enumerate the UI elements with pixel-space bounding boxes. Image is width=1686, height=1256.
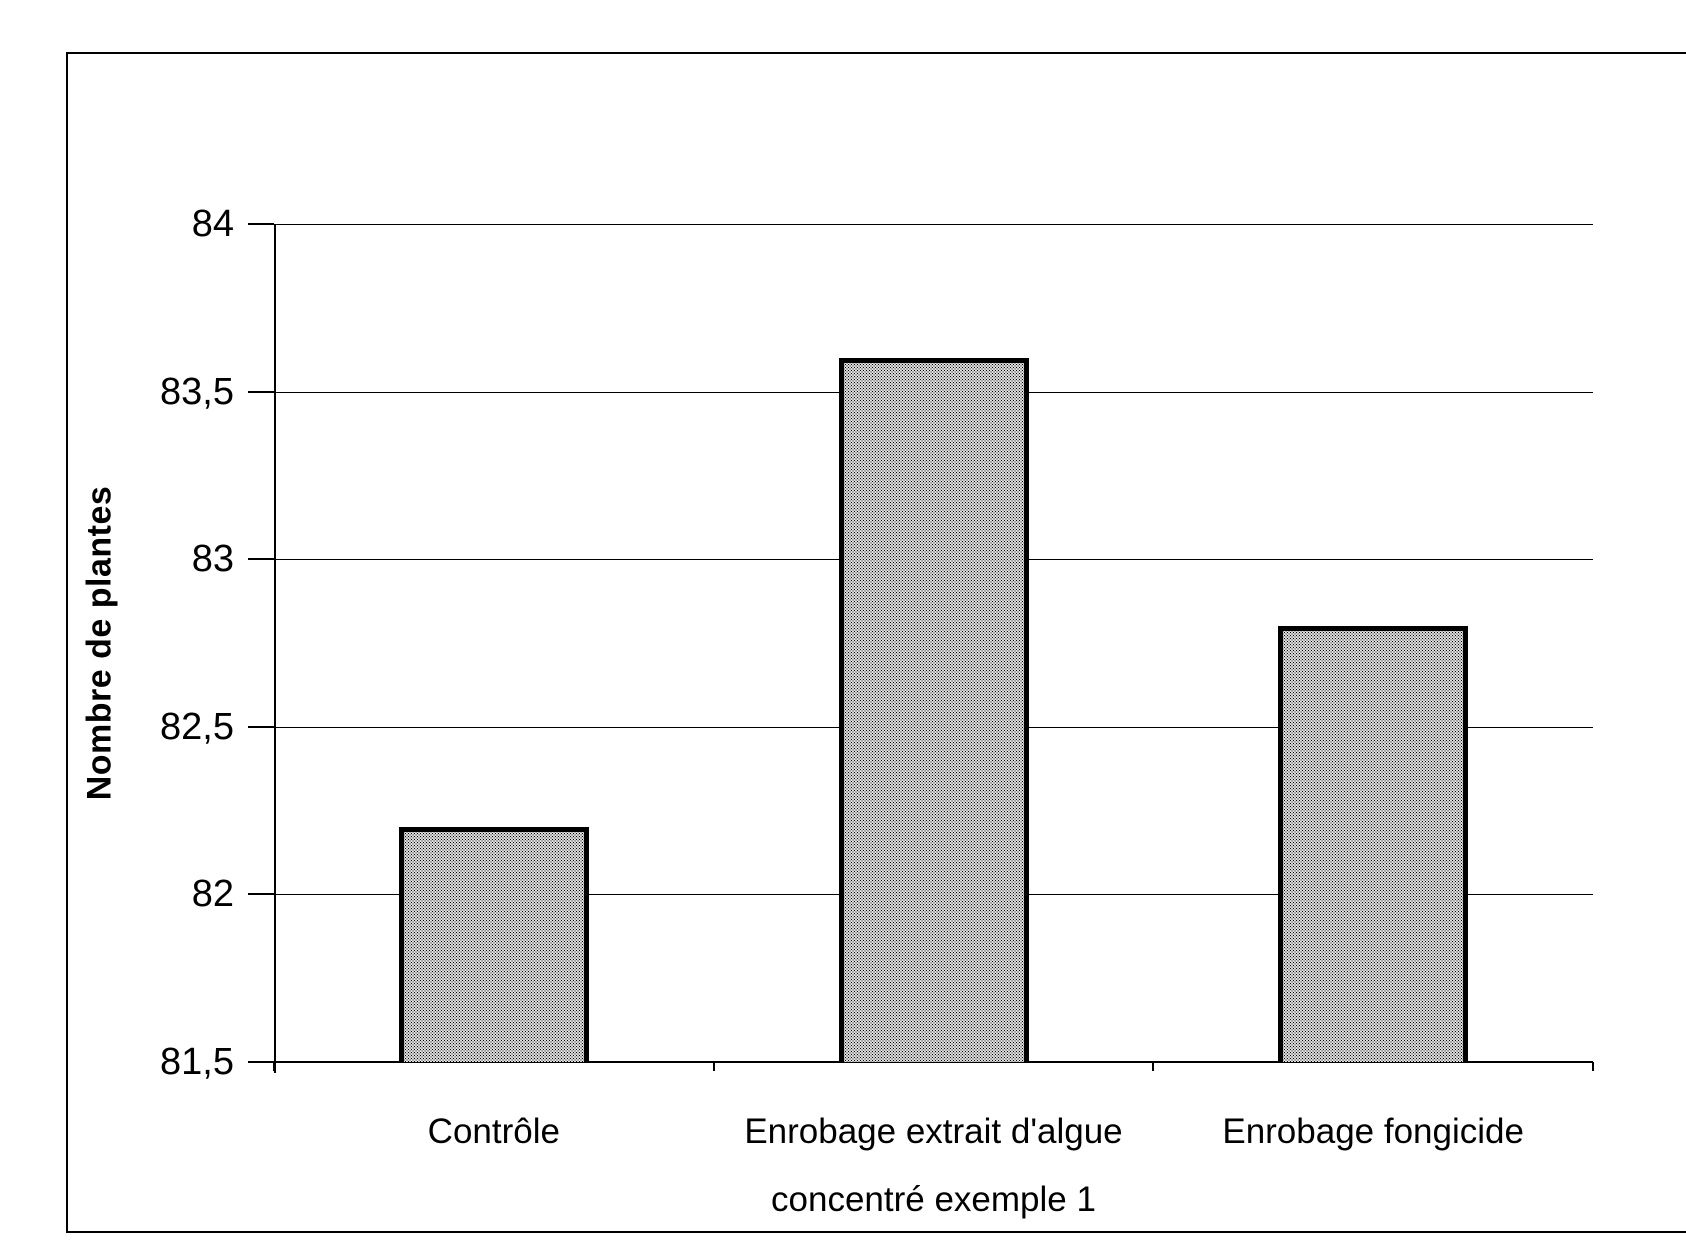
category-label-line: Contrôle: [427, 1112, 560, 1151]
category-label-line: Enrobage fongicide: [1222, 1112, 1524, 1151]
y-axis-tick: [248, 558, 274, 561]
category-label-line: concentré exemple 1: [771, 1180, 1096, 1219]
y-axis-tick-label: 83: [191, 538, 234, 581]
category-label: Contrôle: [274, 1098, 714, 1166]
category-label-line: Enrobage extrait d'algue: [744, 1112, 1123, 1151]
y-axis-tick-label: 81,5: [160, 1041, 234, 1083]
plot-area: 81,5 82 82,5 83 83,5 84: [160, 203, 1594, 1083]
category-label: Enrobage extrait d'algue concentré exempl…: [714, 1098, 1154, 1234]
bar-2: [838, 358, 1029, 1062]
gridline: [274, 224, 1593, 225]
x-axis-labels: Contrôle Enrobage extrait d'algue concentr…: [274, 1098, 1593, 1248]
y-axis-tick-label: 82,5: [160, 705, 234, 748]
y-axis-tick-label: 84: [191, 203, 234, 245]
y-axis-line: [274, 224, 276, 1073]
x-axis-tick: [712, 1062, 715, 1071]
y-axis-tick: [248, 893, 274, 896]
bar-3: [1278, 626, 1469, 1062]
x-axis-tick: [1592, 1062, 1594, 1071]
x-axis-tick: [1152, 1062, 1155, 1071]
y-axis-tick-label: 83,5: [160, 370, 234, 413]
x-axis-tick: [273, 1062, 275, 1071]
y-axis-tick: [248, 223, 274, 225]
category-label: Enrobage fongicide: [1153, 1098, 1593, 1166]
bar-1: [398, 827, 589, 1062]
x-axis-line: [274, 1061, 1593, 1063]
y-axis-tick: [248, 390, 274, 393]
y-axis-tick: [248, 725, 274, 728]
y-axis-title: Nombre de plantes: [80, 485, 119, 801]
y-axis-tick: [248, 1061, 274, 1063]
y-axis-tick-label: 82: [191, 873, 234, 916]
